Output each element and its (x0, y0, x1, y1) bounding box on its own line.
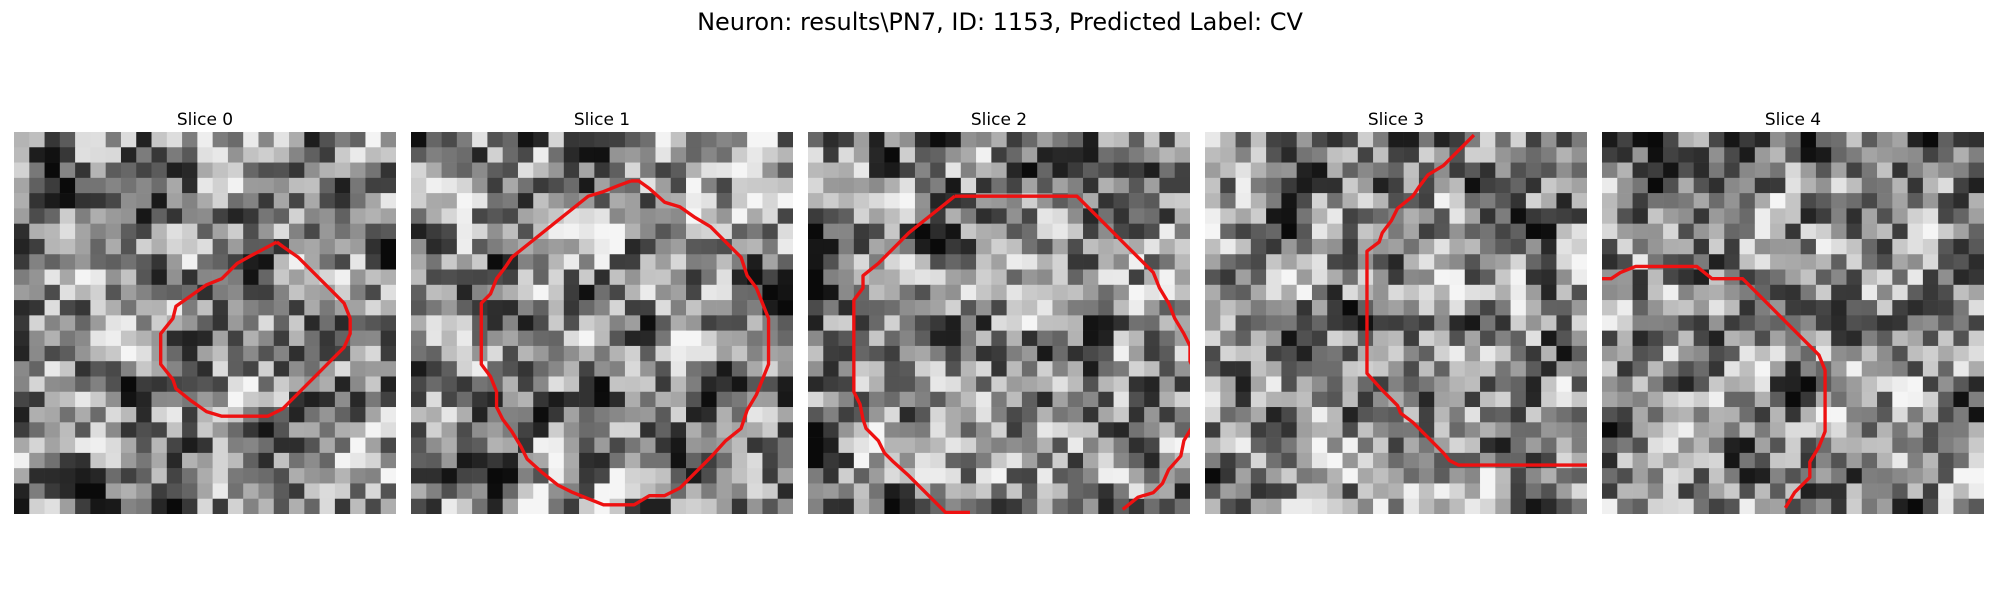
slice-image (1602, 132, 1984, 514)
slice-image (14, 132, 396, 514)
pixel-grid (14, 132, 396, 514)
pixel-grid (1602, 132, 1984, 514)
slice-title: Slice 2 (970, 110, 1028, 130)
slice-panel-3: Slice 3 (1205, 108, 1587, 514)
slice-image (1205, 132, 1587, 514)
roi-contour (159, 240, 352, 418)
roi-contour (1121, 345, 1190, 511)
pixel-grid (411, 132, 793, 514)
roi-contour (852, 194, 970, 514)
roi-contour (479, 179, 771, 507)
slice-panel-4: Slice 4 (1602, 108, 1984, 514)
pixel-grid (808, 132, 1190, 514)
slice-title: Slice 3 (1367, 110, 1425, 130)
pixel-grid (1205, 132, 1587, 514)
slice-panel-1: Slice 1 (411, 108, 793, 514)
figure-title: Neuron: results\PN7, ID: 1153, Predicted… (697, 8, 1303, 36)
slice-title: Slice 1 (573, 110, 631, 130)
slice-panel-2: Slice 2 (808, 108, 1190, 514)
roi-contour (1602, 264, 1827, 509)
slice-image (411, 132, 793, 514)
slice-image (808, 132, 1190, 514)
slice-title: Slice 4 (1764, 110, 1822, 130)
slice-panel-0: Slice 0 (14, 108, 396, 514)
roi-contour (1365, 133, 1587, 467)
slice-title: Slice 0 (176, 110, 234, 130)
roi-contour (954, 194, 1190, 347)
